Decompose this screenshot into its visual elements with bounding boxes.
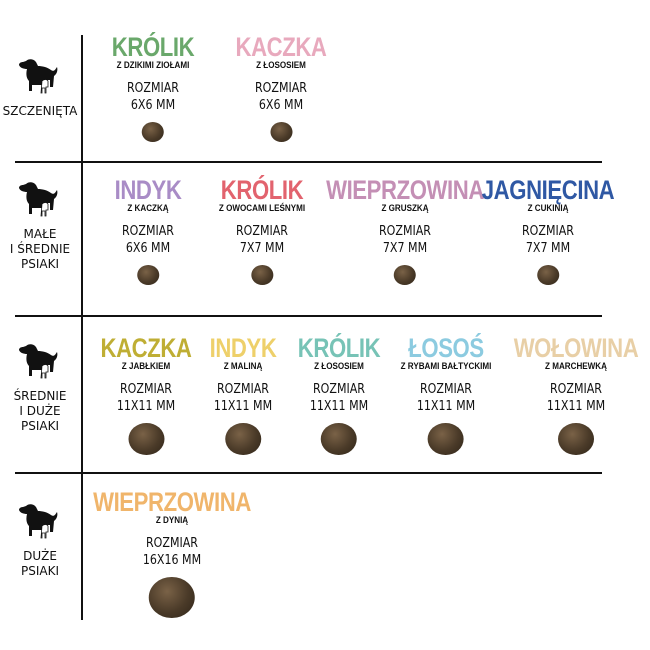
dog-with-cat-icon — [18, 178, 62, 227]
size-value: 11X11 MM — [213, 399, 273, 414]
product-item: WIEPRZOWINA Z GRUSZKĄ ROZMIAR 7X7 MM — [309, 176, 501, 285]
kibble-image — [148, 577, 195, 619]
size-label: ROZMIAR — [217, 382, 269, 397]
kibble-image — [270, 122, 292, 142]
size-value: 7X7 MM — [382, 241, 428, 256]
size-value: 11X11 MM — [416, 399, 476, 414]
product-subtitle: Z DZIKIMI ZIOŁAMI — [116, 60, 190, 71]
kibble-image — [393, 265, 416, 285]
size-value: 7X7 MM — [239, 241, 285, 256]
product-subtitle: Z MARCHEWKĄ — [545, 361, 607, 372]
category-label-block: SZCZENIĘTA — [0, 55, 80, 119]
size-label: ROZMIAR — [313, 382, 365, 397]
size-label: ROZMIAR — [146, 536, 198, 551]
size-value: 11X11 MM — [309, 399, 369, 414]
product-item: KRÓLIK Z OWOCAMI LEŚNYMI ROZMIAR 7X7 MM — [211, 176, 312, 285]
size-value: 16X16 MM — [142, 553, 202, 568]
size-label: ROZMIAR — [122, 224, 174, 239]
kibble-image — [428, 423, 464, 456]
size-label: ROZMIAR — [236, 224, 288, 239]
kibble-image — [224, 423, 261, 456]
dog-with-cat-icon — [18, 500, 62, 549]
product-subtitle: Z RYBAMI BAŁTYCKIMI — [400, 361, 492, 372]
size-value: 11X11 MM — [546, 399, 606, 414]
product-item: KRÓLIK Z DZIKIMI ZIOŁAMI ROZMIAR 6X6 MM — [103, 33, 204, 142]
row-divider — [15, 472, 602, 474]
size-value: 6X6 MM — [130, 98, 176, 113]
product-title: JAGNIĘCINA — [481, 175, 615, 205]
product-title: KACZKA — [235, 32, 327, 62]
product-title: KRÓLIK — [220, 175, 304, 205]
product-item: JAGNIĘCINA Z CUKINIĄ ROZMIAR 7X7 MM — [467, 176, 629, 285]
row-divider — [15, 161, 602, 163]
kibble-image — [142, 122, 164, 142]
kibble-image — [136, 265, 159, 285]
kibble-image — [537, 265, 559, 285]
product-subtitle: Z ŁOSOSIEM — [256, 60, 306, 71]
size-label: ROZMIAR — [127, 81, 179, 96]
product-title: KACZKA — [100, 333, 192, 363]
row-divider — [15, 315, 602, 317]
size-label: ROZMIAR — [120, 382, 172, 397]
product-title: WOŁOWINA — [513, 333, 639, 363]
product-subtitle: Z MALINĄ — [223, 361, 263, 372]
size-label: ROZMIAR — [550, 382, 602, 397]
product-title: INDYK — [114, 175, 182, 205]
dog-with-cat-icon — [18, 55, 62, 104]
size-value: 6X6 MM — [125, 241, 171, 256]
vertical-divider — [81, 35, 83, 620]
product-subtitle: Z DYNIĄ — [155, 515, 189, 526]
size-label: ROZMIAR — [420, 382, 472, 397]
product-subtitle: Z OWOCAMI LEŚNYMI — [218, 203, 306, 214]
product-subtitle: Z CUKINIĄ — [527, 203, 569, 214]
product-title: INDYK — [209, 333, 277, 363]
product-item: WIEPRZOWINA Z DYNIĄ ROZMIAR 16X16 MM — [76, 487, 268, 619]
kibble-image — [250, 265, 273, 285]
category-label-block: MAŁE I ŚREDNIE PSIAKI — [0, 178, 80, 272]
kibble-image — [558, 423, 594, 456]
category-label: SZCZENIĘTA — [2, 104, 78, 118]
product-title: KRÓLIK — [111, 32, 195, 62]
product-subtitle: Z JABŁKIEM — [121, 361, 171, 372]
category-label: ŚREDNIE I DUŻE PSIAKI — [13, 389, 67, 433]
category-label: DUŻE PSIAKI — [20, 549, 59, 578]
size-label: ROZMIAR — [255, 81, 307, 96]
product-item: ŁOSOŚ Z RYBAMI BAŁTYCKIMI ROZMIAR 11X11 MM — [393, 333, 500, 456]
product-item: KACZKA Z ŁOSOSIEM ROZMIAR 6X6 MM — [226, 33, 337, 142]
category-label: MAŁE I ŚREDNIE PSIAKI — [9, 227, 71, 271]
product-subtitle: Z GRUSZKĄ — [381, 203, 429, 214]
size-label: ROZMIAR — [522, 224, 574, 239]
size-value: 11X11 MM — [116, 399, 176, 414]
kibble-image — [128, 423, 164, 456]
product-subtitle: Z ŁOSOSIEM — [314, 361, 364, 372]
product-title: ŁOSOŚ — [408, 333, 484, 363]
category-label-block: ŚREDNIE I DUŻE PSIAKI — [0, 340, 80, 434]
product-item: KRÓLIK Z ŁOSOSIEM ROZMIAR 11X11 MM — [289, 333, 390, 456]
category-label-block: DUŻE PSIAKI — [0, 500, 80, 579]
product-item: INDYK Z MALINĄ ROZMIAR 11X11 MM — [202, 333, 284, 456]
product-title: WIEPRZOWINA — [326, 175, 484, 205]
product-item: INDYK Z KACZKĄ ROZMIAR 6X6 MM — [107, 176, 189, 285]
size-value: 6X6 MM — [258, 98, 304, 113]
product-title: WIEPRZOWINA — [93, 487, 251, 517]
kibble-image — [321, 423, 357, 456]
size-label: ROZMIAR — [379, 224, 431, 239]
product-item: WOŁOWINA Z MARCHEWKĄ ROZMIAR 11X11 MM — [500, 333, 650, 456]
product-subtitle: Z KACZKĄ — [127, 203, 169, 214]
dog-with-cat-icon — [18, 340, 62, 389]
size-value: 7X7 MM — [525, 241, 571, 256]
product-item: KACZKA Z JABŁKIEM ROZMIAR 11X11 MM — [91, 333, 202, 456]
product-title: KRÓLIK — [297, 333, 381, 363]
